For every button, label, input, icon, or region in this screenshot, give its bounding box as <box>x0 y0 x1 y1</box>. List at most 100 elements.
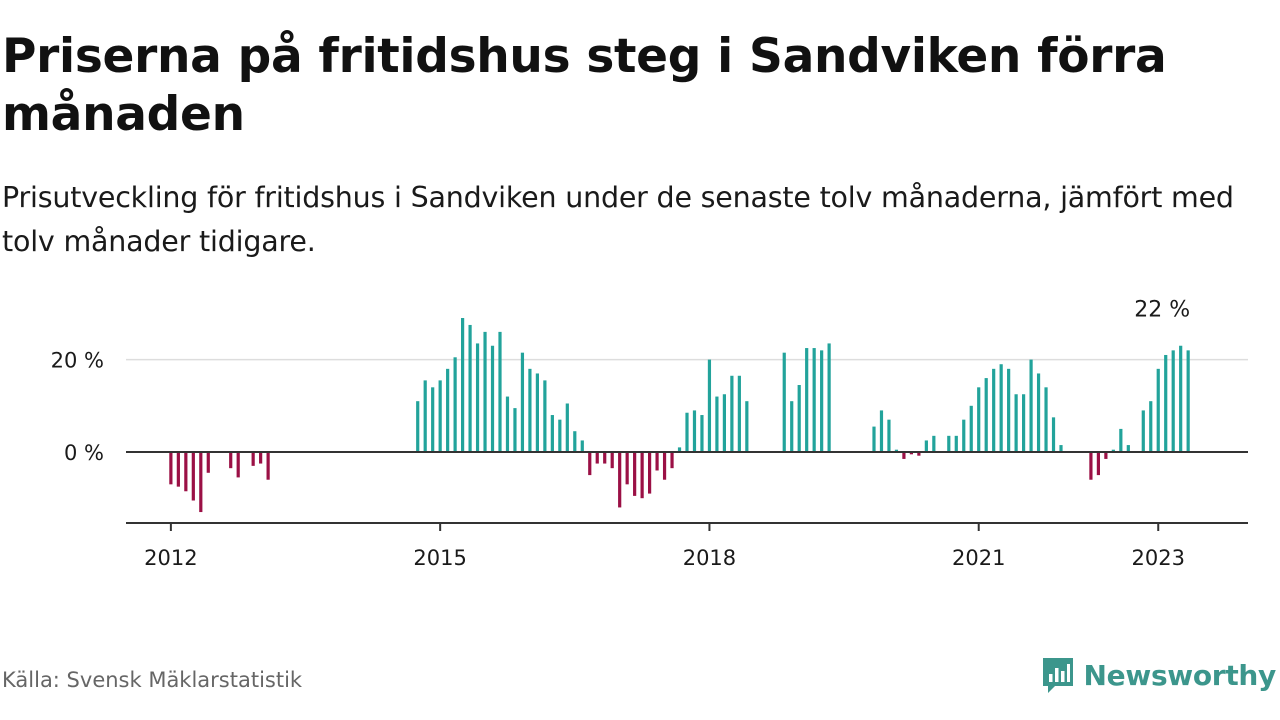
source-note: Källa: Svensk Mäklarstatistik <box>2 668 303 692</box>
bar-2013-01 <box>259 452 263 464</box>
bar-2023-05 <box>1186 350 1190 452</box>
x-tick-label: 2023 <box>1132 546 1185 570</box>
bar-2015-07 <box>483 331 487 452</box>
bar-2021-08 <box>1029 359 1033 452</box>
bar-2017-10 <box>685 412 689 452</box>
bar-2017-08 <box>670 452 674 469</box>
bar-2018-06 <box>745 401 749 452</box>
bar-2016-02 <box>535 373 539 452</box>
bar-2014-11 <box>423 380 427 452</box>
bar-2020-12 <box>969 405 973 452</box>
x-tick-label: 2015 <box>413 546 466 570</box>
y-axis-ticks: 0 % 20 % <box>51 349 104 465</box>
bar-2022-06 <box>1104 452 1108 459</box>
bar-2017-07 <box>662 452 667 480</box>
bar-2021-09 <box>1036 373 1041 452</box>
bar-2016-07 <box>573 431 577 452</box>
bar-2016-11 <box>603 452 607 464</box>
bar-2019-02 <box>805 348 809 452</box>
bar-2017-03 <box>633 452 637 496</box>
bar-2012-12 <box>251 452 255 466</box>
bar-2018-02 <box>715 396 719 452</box>
x-tick-label: 2012 <box>144 546 197 570</box>
bar-2020-09 <box>947 435 951 452</box>
last-value-annotation: 22 % <box>1134 297 1190 322</box>
bar-2022-09 <box>1126 445 1130 452</box>
bar-2020-11 <box>962 419 966 452</box>
bar-2019-11 <box>872 426 876 452</box>
bar-2015-05 <box>468 324 472 452</box>
bar-2017-02 <box>625 452 629 485</box>
bar-2022-08 <box>1119 428 1123 452</box>
bar-2015-02 <box>446 368 450 452</box>
bar-2012-05 <box>199 452 203 513</box>
bar-2021-05 <box>1007 368 1011 452</box>
bar-2018-05 <box>737 375 741 452</box>
bar-2019-12 <box>879 410 884 452</box>
bar-2017-06 <box>655 452 659 471</box>
x-axis <box>126 451 1248 524</box>
bar-2021-12 <box>1059 445 1063 452</box>
bars <box>169 318 1190 513</box>
bar-2020-07 <box>932 435 936 452</box>
y-tick-label: 0 % <box>64 441 104 465</box>
bar-2022-11 <box>1141 410 1145 452</box>
bar-2018-03 <box>722 394 726 452</box>
bar-chart: 0 % 20 % 2012 2015 2018 2021 2023 22 % <box>51 297 1248 570</box>
bar-2021-04 <box>999 364 1003 452</box>
bar-2023-01 <box>1156 368 1160 452</box>
bar-2020-06 <box>924 440 928 452</box>
bar-2019-03 <box>812 348 816 452</box>
newsworthy-logo-icon <box>1042 658 1073 693</box>
bar-2016-10 <box>595 452 599 464</box>
bar-2023-03 <box>1171 350 1175 452</box>
bar-2016-05 <box>558 419 562 452</box>
x-tick-label: 2021 <box>952 546 1005 570</box>
bar-2016-06 <box>565 403 569 452</box>
bar-2016-01 <box>528 368 532 452</box>
bar-2021-06 <box>1014 394 1018 452</box>
bar-2014-12 <box>431 387 435 452</box>
bar-2019-05 <box>827 343 831 452</box>
bar-2021-03 <box>992 368 996 452</box>
bar-2020-01 <box>887 419 891 452</box>
bar-2012-10 <box>236 452 240 478</box>
bar-2015-01 <box>438 380 442 452</box>
bar-2023-04 <box>1179 345 1183 452</box>
bar-2017-04 <box>640 452 644 499</box>
bar-2012-02 <box>176 452 180 487</box>
bar-2018-11 <box>782 352 786 452</box>
bar-2016-09 <box>588 452 592 476</box>
bar-2013-02 <box>266 452 270 480</box>
y-tick-label: 20 % <box>51 349 104 373</box>
brand-logo: Newsworthy <box>1040 652 1276 698</box>
bar-2021-10 <box>1044 387 1048 452</box>
bar-2022-05 <box>1096 452 1100 476</box>
bar-2022-04 <box>1089 452 1093 480</box>
bar-2017-01 <box>618 452 622 508</box>
bar-2016-08 <box>580 440 584 452</box>
bar-2012-01 <box>169 452 173 485</box>
bar-2015-06 <box>475 343 480 452</box>
bar-2015-11 <box>513 408 517 452</box>
bar-2015-12 <box>520 352 525 452</box>
bar-2012-04 <box>191 452 195 501</box>
bar-2021-11 <box>1051 417 1056 452</box>
bar-2015-08 <box>490 345 495 452</box>
bar-2020-02 <box>894 449 899 452</box>
bar-2016-03 <box>543 380 547 452</box>
bar-2017-05 <box>648 452 652 494</box>
bar-2016-12 <box>610 452 614 469</box>
bar-2019-04 <box>820 350 824 452</box>
bar-2017-12 <box>700 415 704 452</box>
bar-2012-03 <box>184 452 188 492</box>
bar-2021-02 <box>984 378 988 452</box>
bar-2017-11 <box>692 410 697 452</box>
bar-2017-09 <box>677 447 682 452</box>
bar-2021-01 <box>977 387 981 452</box>
bar-2015-10 <box>505 396 510 452</box>
bar-2019-01 <box>797 385 801 452</box>
bar-2020-04 <box>909 452 913 455</box>
bar-2016-04 <box>550 415 554 452</box>
x-axis-ticks: 2012 2015 2018 2021 2023 <box>144 523 1185 570</box>
